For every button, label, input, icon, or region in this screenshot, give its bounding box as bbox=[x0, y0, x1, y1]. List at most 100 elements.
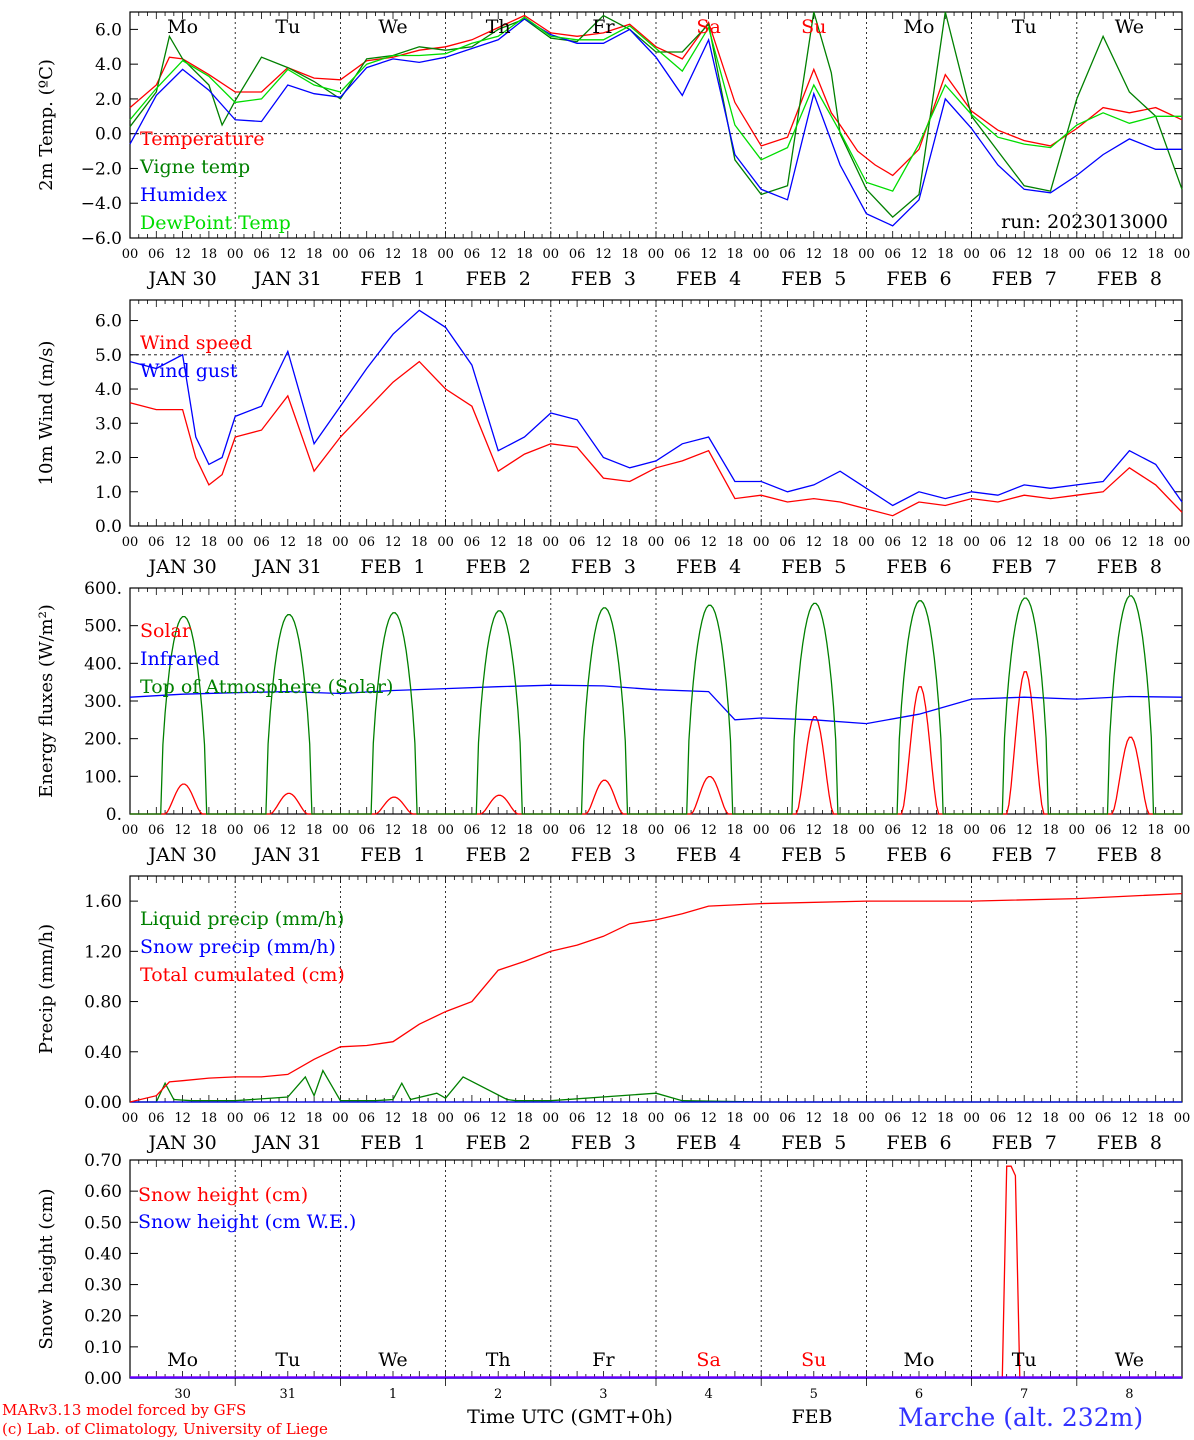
date-label: FEB 4 bbox=[676, 268, 741, 290]
hour-tick-label: 06 bbox=[884, 823, 901, 838]
hour-tick-label: 06 bbox=[990, 823, 1007, 838]
hour-tick-label: 06 bbox=[148, 535, 165, 550]
hour-tick-label: 06 bbox=[464, 823, 481, 838]
y-tick-label: 0.00 bbox=[84, 1369, 122, 1389]
hour-tick-label: 00 bbox=[753, 247, 770, 262]
hour-tick-label: 00 bbox=[122, 823, 139, 838]
x-axis-label: Time UTC (GMT+0h) bbox=[467, 1406, 673, 1428]
hour-tick-label: 00 bbox=[543, 247, 560, 262]
date-number: 1 bbox=[389, 1387, 397, 1402]
hour-tick-label: 18 bbox=[516, 1111, 533, 1126]
legend-entry: Solar bbox=[140, 620, 192, 642]
date-label: FEB 7 bbox=[992, 1132, 1057, 1154]
y-axis-label: 2m Temp. (ºC) bbox=[36, 59, 57, 191]
hour-tick-label: 12 bbox=[280, 1111, 297, 1126]
day-label: Sa bbox=[696, 1349, 720, 1371]
date-label: FEB 4 bbox=[676, 556, 741, 578]
hour-tick-label: 00 bbox=[648, 247, 665, 262]
panel-energy: 600. 500. 400. 300. 200. 100. 0. Energy fluxes … bbox=[36, 579, 1190, 866]
hour-tick-label: 00 bbox=[858, 1111, 875, 1126]
y-tick-label: 0.0 bbox=[95, 125, 122, 145]
day-label: Su bbox=[801, 1349, 826, 1371]
hour-tick-label: 06 bbox=[148, 247, 165, 262]
hour-tick-label: 00 bbox=[437, 1111, 454, 1126]
hour-tick-label: 00 bbox=[648, 535, 665, 550]
hour-tick-label: 12 bbox=[911, 247, 928, 262]
hour-tick-label: 00 bbox=[963, 535, 980, 550]
hour-tick-label: 00 bbox=[437, 535, 454, 550]
legend-entry: Humidex bbox=[140, 184, 227, 206]
y-tick-label: 0.60 bbox=[84, 1182, 122, 1202]
hour-tick-label: 06 bbox=[569, 823, 586, 838]
hour-tick-label: 18 bbox=[1147, 823, 1164, 838]
hour-tick-label: 06 bbox=[464, 535, 481, 550]
hour-tick-label: 00 bbox=[648, 1111, 665, 1126]
y-tick-label: 0.50 bbox=[84, 1213, 122, 1233]
hour-tick-label: 00 bbox=[122, 247, 139, 262]
date-number: 8 bbox=[1125, 1387, 1133, 1402]
hour-tick-label: 06 bbox=[148, 1111, 165, 1126]
date-label: JAN 30 bbox=[147, 844, 217, 866]
hour-tick-label: 12 bbox=[385, 1111, 402, 1126]
legend-entry: Snow height (cm W.E.) bbox=[138, 1211, 356, 1233]
hour-tick-label: 12 bbox=[1121, 247, 1138, 262]
date-label: FEB 1 bbox=[360, 844, 425, 866]
hour-tick-label: 18 bbox=[727, 247, 744, 262]
hour-tick-label: 12 bbox=[174, 247, 191, 262]
hour-tick-label: 00 bbox=[332, 247, 349, 262]
hour-tick-label: 12 bbox=[174, 823, 191, 838]
hour-tick-label: 00 bbox=[1069, 823, 1086, 838]
hour-tick-label: 12 bbox=[490, 535, 507, 550]
y-tick-label: 6.0 bbox=[95, 20, 122, 40]
hour-tick-label: 18 bbox=[411, 535, 428, 550]
series-line-top-of-atmosphere-solar- bbox=[130, 595, 1182, 815]
hour-tick-label: 00 bbox=[858, 535, 875, 550]
day-label: Tu bbox=[1012, 16, 1037, 38]
y-tick-label: 0.80 bbox=[84, 993, 122, 1013]
day-label: Mo bbox=[167, 1349, 198, 1371]
hour-tick-label: 00 bbox=[753, 1111, 770, 1126]
hour-tick-label: 06 bbox=[884, 1111, 901, 1126]
date-label: FEB 8 bbox=[1097, 844, 1162, 866]
hour-tick-label: 18 bbox=[937, 823, 954, 838]
date-label: FEB 6 bbox=[886, 268, 951, 290]
y-tick-label: 0.0 bbox=[95, 517, 122, 537]
hour-tick-label: 00 bbox=[1174, 247, 1191, 262]
y-tick-label: 0.40 bbox=[84, 1043, 122, 1063]
date-label: FEB 8 bbox=[1097, 268, 1162, 290]
y-tick-label: 0.30 bbox=[84, 1276, 122, 1296]
day-label: We bbox=[1115, 16, 1144, 38]
hour-tick-label: 06 bbox=[358, 823, 375, 838]
date-label: FEB 7 bbox=[992, 268, 1057, 290]
hour-tick-label: 06 bbox=[779, 1111, 796, 1126]
y-tick-label: −2.0 bbox=[81, 159, 122, 179]
hour-tick-label: 06 bbox=[253, 247, 270, 262]
series-line-humidex bbox=[129, 18, 1182, 227]
hour-tick-label: 06 bbox=[1095, 823, 1112, 838]
day-label: Tu bbox=[1012, 1349, 1037, 1371]
hour-tick-label: 00 bbox=[1069, 1111, 1086, 1126]
y-tick-label: 1.20 bbox=[84, 942, 122, 962]
date-label: FEB 1 bbox=[360, 1132, 425, 1154]
series-line-temperature bbox=[129, 14, 1183, 177]
day-label: We bbox=[1115, 1349, 1144, 1371]
y-tick-label: 600. bbox=[84, 579, 122, 599]
hour-tick-label: 12 bbox=[700, 823, 717, 838]
panel-frame bbox=[129, 587, 1183, 815]
hour-tick-label: 06 bbox=[464, 1111, 481, 1126]
hour-tick-label: 18 bbox=[1147, 535, 1164, 550]
date-label: FEB 8 bbox=[1097, 1132, 1162, 1154]
date-label: FEB 2 bbox=[466, 1132, 531, 1154]
date-label: FEB 7 bbox=[992, 844, 1057, 866]
hour-tick-label: 00 bbox=[858, 823, 875, 838]
date-label: FEB 1 bbox=[360, 556, 425, 578]
hour-tick-label: 06 bbox=[253, 1111, 270, 1126]
y-tick-label: 0. bbox=[106, 805, 122, 825]
date-number: 5 bbox=[810, 1387, 818, 1402]
legend-entry: Temperature bbox=[140, 128, 264, 150]
hour-tick-label: 12 bbox=[385, 247, 402, 262]
panel-precip: 1.60 1.20 0.80 0.40 0.00 Precip (mm/h) Liquid … bbox=[36, 875, 1190, 1154]
y-axis-label: Snow height (cm) bbox=[36, 1188, 57, 1349]
y-tick-label: 2.0 bbox=[95, 90, 122, 110]
